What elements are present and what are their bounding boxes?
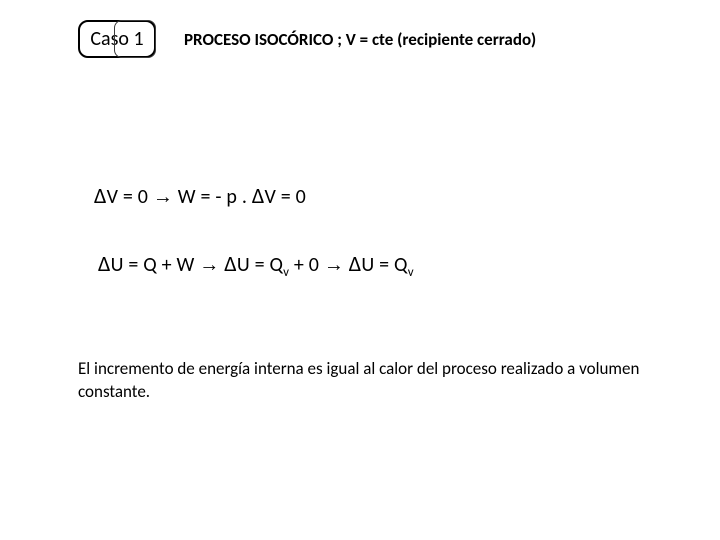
eq-text: W = - p . (173, 185, 252, 209)
equation-line-2: ΔU = Q + W → ΔU = Qv + 0 → ΔU = Qv (98, 250, 414, 277)
eq-text: U = Q (361, 253, 407, 277)
delta-symbol: Δ (224, 250, 237, 277)
process-title: PROCESO ISOCÓRICO ; V = cte (recipiente … (184, 29, 536, 50)
arrow-icon: → (324, 254, 344, 276)
delta-symbol: Δ (98, 250, 111, 277)
subscript: v (408, 265, 414, 280)
eq-text: U = Q + W (111, 253, 200, 277)
explanation-text: El incremento de energía interna es igua… (78, 358, 648, 404)
eq-text: U = Q (237, 253, 283, 277)
delta-symbol: Δ (94, 182, 107, 209)
delta-symbol: Δ (252, 182, 265, 209)
case-badge: Caso 1 (78, 20, 156, 58)
eq-text: V = 0 (107, 185, 153, 209)
delta-symbol: Δ (349, 250, 362, 277)
slide: Caso 1 PROCESO ISOCÓRICO ; V = cte (reci… (0, 0, 720, 540)
eq-text: + 0 (289, 253, 324, 277)
case-badge-text: Caso 1 (90, 27, 143, 51)
arrow-icon: → (153, 186, 173, 208)
arrow-icon: → (199, 254, 219, 276)
equation-line-1: ΔV = 0 → W = - p . ΔV = 0 (94, 182, 306, 209)
eq-text: V = 0 (264, 185, 306, 209)
